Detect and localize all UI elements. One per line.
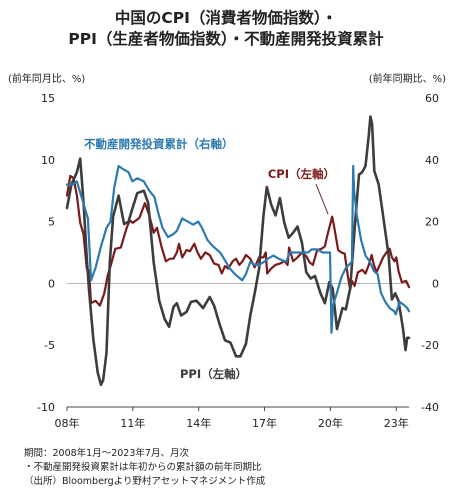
right-tick-label: 60 (425, 92, 439, 105)
chart-title-line2: PPI（生産者物価指数）・不動産開発投資累計 (68, 30, 384, 48)
definition-note: ・不動産開発投資累計は年初からの累計額の前年同期比 (24, 462, 262, 473)
right-tick-label: 40 (425, 154, 439, 167)
right-tick-label: -20 (421, 339, 439, 352)
x-tick-label: 20年 (318, 416, 343, 430)
left-tick-label: -10 (37, 401, 55, 414)
right-axis-unit: (前年同期比、%) (368, 74, 446, 85)
real-estate-investment-series-label: 不動産開発投資累計（右軸） (84, 137, 234, 151)
right-tick-label: -40 (421, 401, 439, 414)
left-tick-label: -5 (44, 339, 55, 352)
x-tick-label: 17年 (252, 416, 277, 430)
x-tick-label: 11年 (120, 416, 145, 430)
left-tick-label: 5 (48, 216, 55, 229)
real-estate-investment-line (65, 164, 411, 334)
ppi-series-label: PPI（左軸） (180, 367, 247, 381)
ppi-line (65, 115, 411, 387)
left-tick-label: 0 (48, 277, 55, 290)
chart-title-line1: 中国のCPI（消費者物価指数）・ (114, 9, 338, 27)
cpi-label-leader (315, 183, 329, 215)
left-tick-label: 10 (41, 154, 55, 167)
left-axis-unit: (前年同月比、%) (8, 74, 86, 85)
right-tick-label: 0 (432, 277, 439, 290)
right-tick-label: 20 (425, 216, 439, 229)
source-note: （出所）Bloombergより野村アセットマネジメント作成 (24, 476, 266, 487)
cpi-series-label: CPI（左軸） (268, 167, 335, 181)
chart-title: 中国のCPI（消費者物価指数）・ PPI（生産者物価指数）・不動産開発投資累計 (0, 8, 452, 50)
period-note: 期間：2008年1月～2023年7月、月次 (24, 448, 189, 459)
x-tick-label: 23年 (384, 416, 409, 430)
left-tick-label: 15 (41, 92, 55, 105)
x-tick-label: 08年 (55, 416, 80, 430)
x-tick-label: 14年 (186, 416, 211, 430)
